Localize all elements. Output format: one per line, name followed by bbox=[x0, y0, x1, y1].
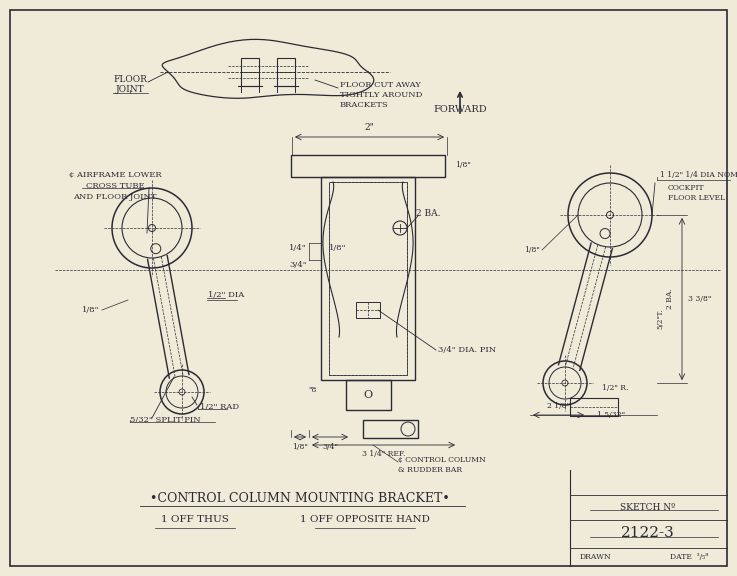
Text: 2122-3: 2122-3 bbox=[621, 526, 675, 540]
Bar bbox=[356, 302, 380, 318]
Bar bbox=[329, 182, 407, 375]
Text: ¢ AIRFRAME LOWER: ¢ AIRFRAME LOWER bbox=[69, 171, 161, 179]
Text: 2 BA.: 2 BA. bbox=[666, 289, 674, 309]
Text: 5/2"T.: 5/2"T. bbox=[656, 309, 664, 329]
Bar bbox=[363, 420, 418, 438]
Bar bbox=[346, 380, 391, 410]
Text: 1 1/2" 1/4 DIA NOMINAL: 1 1/2" 1/4 DIA NOMINAL bbox=[660, 171, 737, 179]
Text: 1/2" DIA: 1/2" DIA bbox=[208, 291, 244, 299]
Text: AND FLOOR JOINT: AND FLOOR JOINT bbox=[73, 193, 157, 201]
Text: 3 3/8": 3 3/8" bbox=[688, 295, 712, 303]
Text: BRACKETS: BRACKETS bbox=[340, 101, 388, 109]
Text: CROSS TUBE: CROSS TUBE bbox=[85, 182, 144, 190]
Text: 5/32" SPLIT PIN: 5/32" SPLIT PIN bbox=[130, 416, 200, 424]
Text: FLOOR LEVEL: FLOOR LEVEL bbox=[668, 194, 725, 202]
Bar bbox=[291, 155, 445, 177]
Bar bbox=[241, 58, 259, 86]
Bar bbox=[277, 58, 295, 86]
Text: 1/8": 1/8" bbox=[524, 246, 540, 254]
Text: 1/8": 1/8" bbox=[83, 306, 100, 314]
Text: 3/4": 3/4" bbox=[322, 443, 338, 451]
Text: DRAWN: DRAWN bbox=[580, 553, 612, 561]
Text: 1/4": 1/4" bbox=[289, 244, 307, 252]
Text: 3/4" DIA. PIN: 3/4" DIA. PIN bbox=[438, 346, 496, 354]
Text: 2 1/8": 2 1/8" bbox=[547, 402, 570, 410]
Text: 2 BA.: 2 BA. bbox=[416, 209, 440, 218]
Text: 1/8": 1/8" bbox=[292, 443, 308, 451]
Text: "8: "8 bbox=[309, 386, 317, 394]
Text: TIGHTLY AROUND: TIGHTLY AROUND bbox=[340, 91, 422, 99]
Bar bbox=[321, 177, 415, 380]
Text: 2": 2" bbox=[365, 123, 374, 131]
Text: 1/8": 1/8" bbox=[329, 244, 347, 252]
Text: 1/8": 1/8" bbox=[455, 161, 471, 169]
Bar bbox=[329, 182, 407, 375]
Text: FLOOR CUT AWAY: FLOOR CUT AWAY bbox=[340, 81, 421, 89]
Text: ¢ CONTROL COLUMN: ¢ CONTROL COLUMN bbox=[398, 456, 486, 464]
Text: 1/2" R.: 1/2" R. bbox=[602, 384, 629, 392]
Text: COCKPIT: COCKPIT bbox=[668, 184, 705, 192]
Text: 1 OFF OPPOSITE HAND: 1 OFF OPPOSITE HAND bbox=[300, 516, 430, 525]
Text: 1 5/32": 1 5/32" bbox=[597, 411, 625, 419]
Text: DATE  ³/₅⁸: DATE ³/₅⁸ bbox=[670, 553, 708, 561]
Text: JOINT: JOINT bbox=[116, 85, 144, 94]
Text: FORWARD: FORWARD bbox=[433, 105, 487, 115]
Text: & RUDDER BAR: & RUDDER BAR bbox=[398, 466, 462, 474]
Text: O: O bbox=[363, 390, 373, 400]
Text: FLOOR: FLOOR bbox=[113, 75, 147, 85]
Bar bbox=[570, 398, 618, 416]
Text: 1 OFF THUS: 1 OFF THUS bbox=[161, 516, 229, 525]
Text: 1/2" RAD: 1/2" RAD bbox=[200, 403, 239, 411]
Text: SKETCH Nº: SKETCH Nº bbox=[621, 503, 676, 513]
Text: •CONTROL COLUMN MOUNTING BRACKET•: •CONTROL COLUMN MOUNTING BRACKET• bbox=[150, 491, 450, 505]
Text: 3 1/4" REF.: 3 1/4" REF. bbox=[362, 450, 405, 458]
Text: 3/4": 3/4" bbox=[289, 261, 307, 269]
